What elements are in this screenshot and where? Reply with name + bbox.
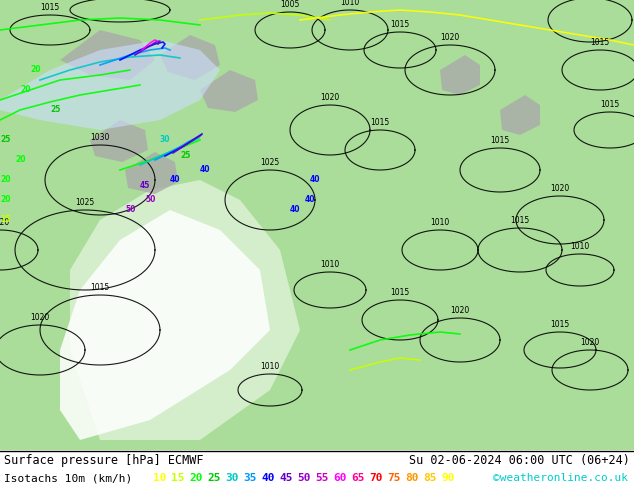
Text: 35: 35	[243, 473, 257, 483]
Text: 40: 40	[261, 473, 275, 483]
Text: 1010: 1010	[261, 362, 280, 371]
Text: 25: 25	[50, 105, 60, 115]
Text: 1010: 1010	[320, 260, 340, 269]
Text: 1025: 1025	[261, 158, 280, 167]
Text: 30: 30	[225, 473, 238, 483]
Text: 20: 20	[15, 155, 25, 165]
Text: 1020: 1020	[550, 184, 569, 193]
Text: 1015: 1015	[490, 136, 510, 145]
Text: 30: 30	[160, 136, 171, 145]
Text: 75: 75	[387, 473, 401, 483]
Text: 1015: 1015	[600, 100, 619, 109]
Text: 1015: 1015	[550, 320, 569, 329]
Text: 50: 50	[145, 196, 155, 204]
Text: 1015: 1015	[391, 20, 410, 29]
Text: 90: 90	[441, 473, 455, 483]
Text: 80: 80	[405, 473, 418, 483]
Text: 1020: 1020	[30, 313, 49, 322]
Text: 45: 45	[140, 180, 150, 190]
Polygon shape	[440, 55, 480, 95]
Text: 1015: 1015	[391, 288, 410, 297]
Text: 40: 40	[290, 205, 301, 215]
Polygon shape	[0, 40, 220, 130]
Polygon shape	[200, 70, 258, 112]
Text: 1020: 1020	[441, 33, 460, 42]
Text: 1030: 1030	[90, 133, 110, 142]
Polygon shape	[500, 95, 540, 135]
Text: 15: 15	[0, 216, 10, 224]
Text: 20: 20	[30, 66, 41, 74]
Text: 60: 60	[333, 473, 347, 483]
Text: 1025: 1025	[75, 198, 94, 207]
Polygon shape	[160, 35, 220, 80]
Text: 20: 20	[0, 196, 11, 204]
Polygon shape	[60, 30, 155, 80]
Text: 65: 65	[351, 473, 365, 483]
Text: 40: 40	[310, 175, 321, 185]
Text: 70: 70	[369, 473, 382, 483]
Text: 40: 40	[170, 175, 181, 185]
Text: 1020: 1020	[450, 306, 470, 315]
Text: 20: 20	[189, 473, 202, 483]
Text: 15: 15	[171, 473, 184, 483]
Text: 1015: 1015	[41, 3, 60, 12]
Polygon shape	[125, 152, 178, 194]
Text: 50: 50	[125, 205, 136, 215]
Text: 1015: 1015	[510, 216, 529, 225]
Text: 1010: 1010	[430, 218, 450, 227]
Text: 1015: 1015	[370, 118, 390, 127]
Text: 25: 25	[207, 473, 221, 483]
Text: 1010: 1010	[340, 0, 359, 7]
Text: Isotachs 10m (km/h): Isotachs 10m (km/h)	[4, 473, 146, 483]
Text: 25: 25	[0, 136, 10, 145]
Text: 1015: 1015	[590, 38, 610, 47]
Text: 40: 40	[200, 166, 210, 174]
Text: Su 02-06-2024 06:00 UTC (06+24): Su 02-06-2024 06:00 UTC (06+24)	[409, 454, 630, 466]
Text: 1020: 1020	[320, 93, 340, 102]
Text: 85: 85	[423, 473, 436, 483]
Text: 25: 25	[180, 150, 190, 160]
Text: 1020: 1020	[0, 218, 10, 227]
Text: 1015: 1015	[91, 283, 110, 292]
Text: 40: 40	[305, 196, 316, 204]
Text: 20: 20	[20, 85, 30, 95]
Text: 1020: 1020	[580, 338, 600, 347]
Polygon shape	[90, 120, 148, 162]
Text: 55: 55	[315, 473, 328, 483]
Text: 45: 45	[279, 473, 292, 483]
Text: 1010: 1010	[571, 242, 590, 251]
Text: ©weatheronline.co.uk: ©weatheronline.co.uk	[493, 473, 628, 483]
Polygon shape	[60, 210, 270, 440]
Text: Surface pressure [hPa] ECMWF: Surface pressure [hPa] ECMWF	[4, 454, 204, 466]
Polygon shape	[70, 180, 300, 440]
Text: 1005: 1005	[280, 0, 300, 9]
Text: 20: 20	[0, 175, 11, 185]
Text: 10: 10	[153, 473, 167, 483]
Text: 50: 50	[297, 473, 311, 483]
